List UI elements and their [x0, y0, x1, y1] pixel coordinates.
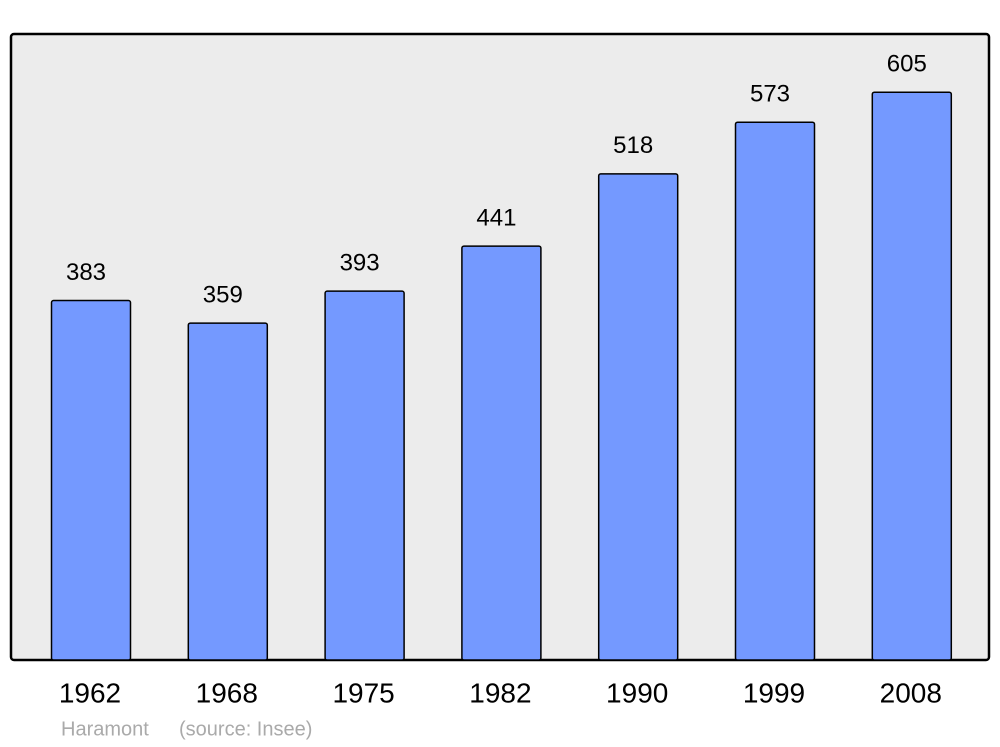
bar: [871, 91, 953, 661]
x-tick-label: 1968: [196, 677, 258, 708]
value-label: 359: [203, 281, 243, 308]
bar: [734, 121, 816, 661]
value-label: 518: [613, 132, 653, 159]
x-tick-label: 1990: [606, 677, 668, 708]
x-tick-label: 1975: [332, 677, 394, 708]
value-label: 573: [750, 81, 790, 108]
bar: [187, 322, 269, 661]
value-label: 441: [476, 204, 516, 231]
value-label: 393: [340, 250, 380, 277]
bar: [50, 299, 132, 661]
x-tick-label: 1962: [59, 677, 121, 708]
bar: [597, 173, 679, 661]
bar: [324, 290, 405, 661]
chart-title: Haramont: [61, 718, 149, 740]
value-label: 605: [887, 51, 927, 78]
source-note: (source: Insee): [179, 718, 312, 740]
x-tick-label: 2008: [880, 677, 942, 708]
value-label: 383: [66, 259, 106, 286]
x-tick-label: 1999: [743, 677, 805, 708]
bars: [50, 91, 953, 661]
bar: [461, 245, 542, 661]
x-tick-label: 1982: [469, 677, 531, 708]
